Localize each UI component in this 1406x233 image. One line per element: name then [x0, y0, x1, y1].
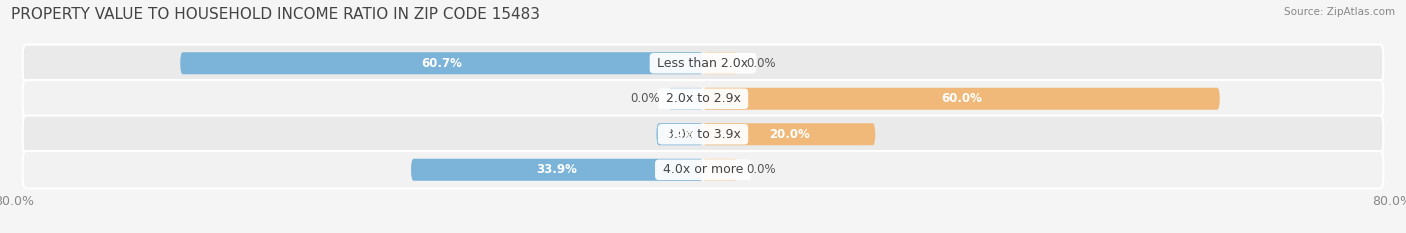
- FancyBboxPatch shape: [703, 88, 1219, 110]
- FancyBboxPatch shape: [703, 52, 738, 74]
- FancyBboxPatch shape: [703, 123, 875, 145]
- FancyBboxPatch shape: [22, 80, 1384, 117]
- FancyBboxPatch shape: [657, 123, 703, 145]
- FancyBboxPatch shape: [703, 159, 738, 181]
- Text: 4.0x or more: 4.0x or more: [659, 163, 747, 176]
- FancyBboxPatch shape: [180, 52, 703, 74]
- Text: 60.0%: 60.0%: [941, 92, 981, 105]
- FancyBboxPatch shape: [411, 159, 703, 181]
- Text: 0.0%: 0.0%: [747, 163, 776, 176]
- FancyBboxPatch shape: [22, 45, 1384, 82]
- FancyBboxPatch shape: [22, 151, 1384, 188]
- FancyBboxPatch shape: [669, 88, 703, 110]
- Text: Source: ZipAtlas.com: Source: ZipAtlas.com: [1284, 7, 1395, 17]
- Text: 2.0x to 2.9x: 2.0x to 2.9x: [662, 92, 744, 105]
- Text: 3.0x to 3.9x: 3.0x to 3.9x: [662, 128, 744, 141]
- Text: 0.0%: 0.0%: [630, 92, 659, 105]
- Text: 5.4%: 5.4%: [664, 128, 696, 141]
- Text: 60.7%: 60.7%: [422, 57, 463, 70]
- Text: 20.0%: 20.0%: [769, 128, 810, 141]
- Text: 0.0%: 0.0%: [747, 57, 776, 70]
- FancyBboxPatch shape: [22, 116, 1384, 153]
- Text: 33.9%: 33.9%: [537, 163, 578, 176]
- Text: PROPERTY VALUE TO HOUSEHOLD INCOME RATIO IN ZIP CODE 15483: PROPERTY VALUE TO HOUSEHOLD INCOME RATIO…: [11, 7, 540, 22]
- Text: Less than 2.0x: Less than 2.0x: [654, 57, 752, 70]
